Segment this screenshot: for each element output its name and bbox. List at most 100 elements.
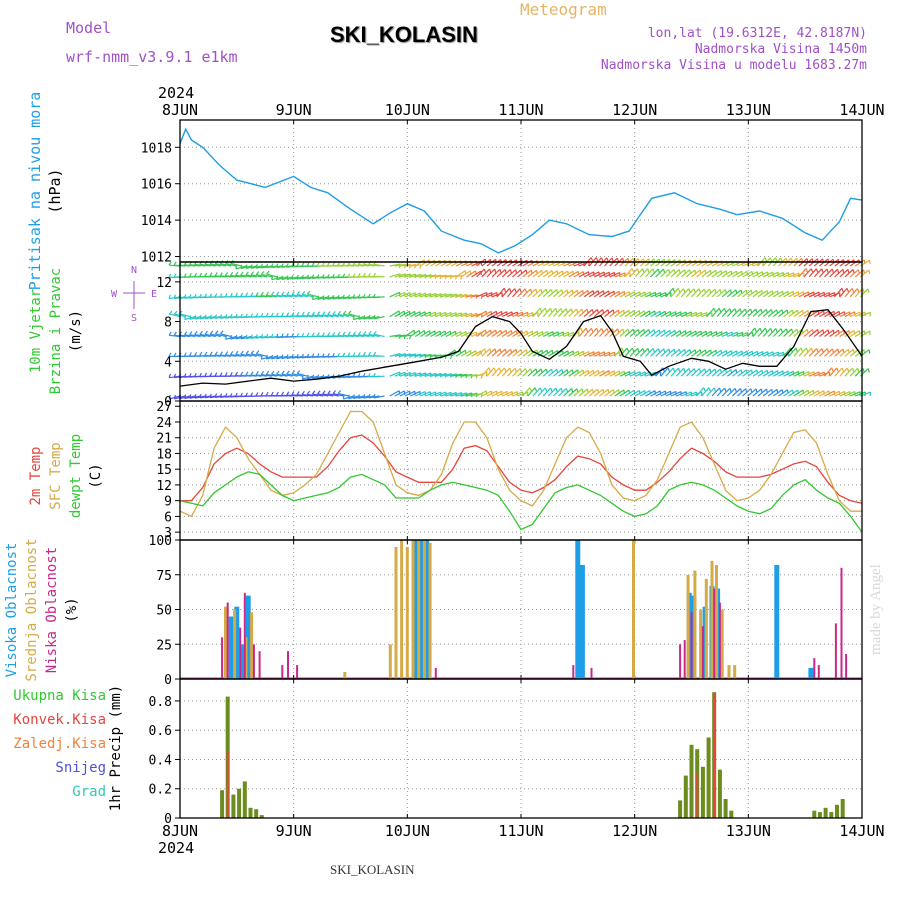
wind-barb-flag — [637, 348, 640, 353]
wind-barb — [844, 391, 856, 397]
wind-barb-flag — [199, 393, 202, 399]
y-tick-label: 0 — [164, 812, 172, 827]
wind-barb-flag — [286, 354, 289, 359]
wind-barb — [834, 367, 843, 377]
wind-barb-flag — [265, 370, 270, 375]
wind-barb-flag — [815, 268, 819, 273]
wind-barb-flag — [204, 293, 207, 298]
y-tick-label: 12 — [156, 276, 172, 291]
wind-barb — [588, 327, 598, 337]
wind-ylabel-2: (m/s) — [68, 310, 84, 352]
wind-barb — [501, 348, 512, 357]
wind-barb — [394, 353, 406, 357]
wind-barb — [844, 311, 856, 318]
wind-barb — [737, 270, 748, 278]
precipitation-frame — [179, 678, 863, 819]
wind-barb — [594, 351, 605, 357]
wind-barb — [819, 310, 830, 318]
wind-barb — [496, 348, 506, 357]
wind-barb — [819, 329, 829, 337]
wind-barb-flag — [209, 293, 213, 298]
wind-barb-flag — [168, 294, 171, 299]
cloud-bar-2 — [239, 627, 242, 679]
wind-barb — [481, 310, 492, 318]
cloud-bar-0 — [234, 606, 240, 679]
wind-barb — [420, 391, 431, 397]
wind-barb-flag — [281, 333, 284, 338]
wind-barb — [609, 309, 619, 318]
wind-barb — [542, 307, 551, 317]
wind-barb-flag — [483, 268, 487, 273]
wind-barb — [757, 308, 767, 318]
wind-barb-flag — [296, 274, 299, 280]
precip-legend-3: Snijeg — [55, 760, 106, 776]
wind-barb-flag — [499, 269, 502, 274]
wind-barb-flag — [580, 327, 584, 332]
wind-barb — [721, 368, 732, 377]
wind-barb — [558, 289, 568, 298]
wind-barb-flag — [265, 354, 268, 360]
wind-barb-flag — [672, 288, 676, 293]
wind-barb-flag — [291, 333, 294, 338]
wind-barb-flag — [271, 370, 275, 375]
wind-barb — [394, 273, 406, 278]
wind-barb — [665, 311, 676, 318]
wind-barb — [619, 309, 630, 318]
wind-barb-flag — [321, 353, 325, 358]
wind-barb — [450, 330, 462, 338]
wind-barb — [568, 388, 578, 397]
cloud-bar-0 — [412, 540, 418, 679]
wind-barb-flag — [291, 275, 294, 280]
wind-barb-flag — [183, 273, 187, 278]
wind-barb — [568, 308, 578, 318]
wind-barb — [220, 263, 232, 267]
wind-barb-flag — [173, 352, 177, 357]
wind-barb — [440, 330, 451, 338]
wind-barb — [675, 367, 685, 377]
cloud-bar-1 — [417, 540, 421, 679]
wind-barb — [731, 308, 741, 318]
cloud-bar-2 — [572, 665, 575, 679]
wind-barb — [532, 387, 541, 397]
wind-barb-flag — [255, 334, 258, 339]
wind-barb-flag — [209, 372, 213, 377]
wind-barb-flag — [535, 288, 538, 294]
wind-barb — [762, 388, 773, 397]
wind-barb-flag — [342, 310, 347, 315]
wind-barb — [757, 351, 769, 357]
wind-barb-flag — [729, 308, 732, 313]
wind-barb-flag — [652, 268, 655, 273]
wind-barb — [466, 270, 477, 278]
wind-barb — [506, 367, 516, 377]
wind-barb — [752, 308, 762, 318]
wind-barb-flag — [367, 293, 371, 298]
wind-barb-flag — [271, 354, 274, 359]
wind-barb — [629, 371, 641, 377]
wind-barb — [302, 393, 314, 397]
wind-barb — [425, 274, 437, 278]
wind-barb — [598, 328, 608, 337]
wind-barb-flag — [347, 310, 352, 315]
wind-barb — [578, 289, 589, 298]
wind-barb-flag — [266, 270, 270, 275]
wind-barb-flag — [585, 327, 589, 333]
wind-barb — [778, 370, 789, 377]
wind-barb-flag — [867, 288, 870, 293]
wind-barb-flag — [596, 328, 599, 333]
wind-barb-flag — [539, 307, 543, 313]
wind-barb — [486, 390, 497, 397]
cloud-bar-2 — [718, 602, 721, 679]
wind-barb-flag — [862, 288, 865, 293]
wind-barb — [460, 270, 471, 278]
wind-barb — [425, 259, 436, 267]
wind-barb — [501, 311, 513, 318]
wind-barb — [614, 309, 625, 318]
wind-barb — [440, 293, 452, 298]
wind-barb — [373, 355, 385, 357]
wind-barb-flag — [851, 367, 855, 373]
wind-barb — [599, 388, 609, 397]
cloud-bar-2 — [834, 623, 837, 679]
cloud-bar-2 — [296, 665, 299, 679]
wind-barb — [461, 373, 473, 377]
wind-barb-flag — [270, 391, 274, 396]
